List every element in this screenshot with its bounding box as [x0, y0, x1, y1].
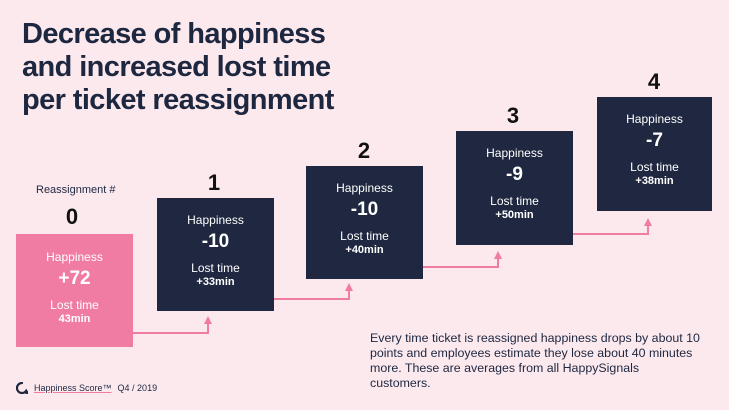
step-number-0: 0: [65, 204, 79, 229]
step-card-1: Happiness -10 Lost time +33min: [157, 198, 274, 311]
explanation-note: Every time ticket is reassigned happines…: [370, 331, 700, 390]
lost-time-label: Lost time: [630, 160, 679, 174]
happiness-value: -7: [646, 130, 663, 151]
lost-time-value: +50min: [495, 209, 534, 221]
lost-time-label: Lost time: [191, 261, 240, 275]
lost-time-value: 43min: [58, 313, 91, 325]
step-card-3: Happiness -9 Lost time +50min: [456, 131, 573, 245]
title-line-1: Decrease of happiness: [22, 18, 326, 50]
happiness-label: Happiness: [187, 213, 244, 227]
lost-time-value: +33min: [196, 276, 235, 288]
happiness-label: Happiness: [486, 146, 543, 160]
lost-time-label: Lost time: [490, 194, 539, 208]
footer-brand: Happiness Score™: [34, 383, 112, 393]
lost-time-label: Lost time: [50, 298, 99, 312]
happiness-value: -10: [350, 199, 379, 220]
happysignals-logo-icon: [16, 382, 28, 394]
lost-time-label: Lost time: [340, 229, 389, 243]
happiness-label: Happiness: [46, 250, 103, 264]
connector-3-4: [573, 224, 649, 235]
footer-period: Q4 / 2019: [117, 383, 158, 393]
lost-time-value: +38min: [635, 175, 674, 187]
happiness-label: Happiness: [336, 181, 393, 195]
step-card-2: Happiness -10 Lost time +40min: [306, 166, 423, 279]
connector-1-2: [274, 289, 350, 300]
step-card-4: Happiness -7 Lost time +38min: [597, 97, 712, 211]
title-line-2: and increased lost time: [22, 51, 331, 83]
arrowhead-4: [644, 218, 652, 226]
arrowhead-3: [494, 251, 502, 259]
step-card-0: Happiness +72 Lost time 43min: [16, 234, 133, 347]
lost-time-value: +40min: [345, 244, 384, 256]
happiness-value: -10: [201, 231, 230, 252]
arrowhead-2: [345, 283, 353, 291]
connector-0-1: [133, 322, 209, 334]
page-title: Decrease of happiness and increased lost…: [22, 18, 352, 117]
step-number-2: 2: [357, 138, 371, 163]
step-number-1: 1: [207, 170, 221, 195]
happiness-value: +72: [58, 268, 91, 289]
title-line-3: per ticket reassignment: [22, 84, 334, 116]
arrowhead-1: [204, 316, 212, 324]
happiness-label: Happiness: [626, 112, 683, 126]
happiness-value: -9: [506, 164, 523, 185]
connector-2-3: [423, 257, 499, 268]
step-number-4: 4: [647, 69, 661, 94]
footer: Happiness Score™ Q4 / 2019: [16, 382, 157, 394]
step-number-3: 3: [506, 103, 520, 128]
reassignment-label: Reassignment #: [36, 184, 116, 196]
